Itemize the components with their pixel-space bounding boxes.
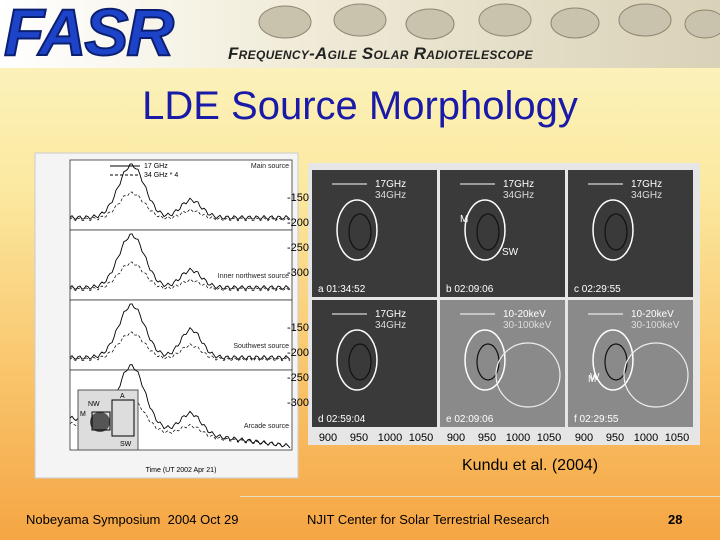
source-contour [348, 343, 372, 381]
source-label: Southwest source [233, 343, 289, 350]
x-tick-label: 900 [447, 432, 465, 444]
light-curve-34 [69, 261, 291, 292]
panel-freq-top: 17GHz [375, 309, 406, 320]
panel-label: c 02:29:55 [574, 284, 621, 295]
slide-title: LDE Source Morphology [142, 84, 578, 128]
image-panel [440, 170, 565, 297]
panel-freq-bottom: 34GHz [631, 190, 662, 201]
inset-label: NW [88, 401, 100, 408]
y-tick-label: -250 [287, 242, 309, 254]
plot-frame [69, 229, 293, 301]
x-tick-label: 1050 [409, 432, 433, 444]
panel-label: d 02:59:04 [318, 414, 366, 425]
image-panel [312, 300, 437, 427]
panel-label: b 02:09:06 [446, 284, 494, 295]
x-ray-contour [495, 342, 561, 408]
footer-center: NJIT Center for Solar Terrestrial Resear… [307, 512, 550, 527]
legend-entry: 17 GHz [144, 163, 168, 170]
inset-label: A [120, 393, 125, 400]
feature-label: W [590, 372, 600, 383]
x-tick-label: 1000 [634, 432, 658, 444]
panel-freq-bottom: 34GHz [503, 190, 534, 201]
panel-freq-bottom: 34GHz [375, 320, 406, 331]
light-curve [69, 163, 291, 221]
inset-label: SW [120, 441, 132, 448]
light-curve-34 [69, 191, 291, 222]
light-curve [69, 303, 291, 361]
y-tick-label: -150 [287, 322, 309, 334]
logo: FASR [3, 0, 175, 70]
x-tick-label: 900 [319, 432, 337, 444]
panel-freq-top: 10-20keV [631, 309, 674, 320]
y-tick-label: -150 [287, 192, 309, 204]
x-tick-label: 1050 [537, 432, 561, 444]
panel-label: f 02:29:55 [574, 414, 619, 425]
source-label: Arcade source [244, 423, 289, 430]
x-tick-label: 1000 [378, 432, 402, 444]
panel-label: a 01:34:52 [318, 284, 366, 295]
y-tick-label: -300 [287, 397, 309, 409]
source-contour [592, 329, 634, 391]
light-curve-34 [69, 331, 291, 362]
x-tick-label: 1000 [506, 432, 530, 444]
source-contour [348, 213, 372, 251]
inset-label: M [80, 411, 86, 418]
x-ray-contour [623, 342, 689, 408]
feature-label: M [588, 374, 596, 385]
image-panel [440, 300, 565, 427]
panel-freq-bottom: 30-100keV [503, 320, 552, 331]
inset-blob [90, 412, 110, 432]
source-contour [592, 199, 634, 261]
caption: Kundu et al. (2004) [462, 457, 599, 474]
panel-freq-top: 17GHz [631, 179, 662, 190]
light-curve [69, 233, 291, 291]
banner [0, 0, 720, 68]
x-axis-label: Time (UT 2002 Apr 21) [146, 467, 217, 474]
image-panel [568, 170, 693, 297]
y-tick-label: -200 [287, 217, 309, 229]
source-contour [464, 329, 506, 391]
banner-subtitle: Frequency-Agile Solar Radiotelescope [228, 44, 533, 63]
source-contour [476, 213, 500, 251]
figures: Main source Inner northwest source Southwe… [34, 152, 700, 479]
panel-freq-top: 17GHz [503, 179, 534, 190]
y-tick-label: -200 [287, 347, 309, 359]
feature-label: M [460, 214, 468, 225]
source-contour [604, 213, 628, 251]
source-label: Inner northwest source [218, 273, 289, 280]
panel-freq-bottom: 30-100keV [631, 320, 680, 331]
panel-label: e 02:09:06 [446, 414, 494, 425]
x-tick-label: 950 [350, 432, 368, 444]
dish-strip [258, 3, 720, 40]
panel-freq-top: 17GHz [375, 179, 406, 190]
source-label: Main source [251, 163, 289, 170]
y-tick-label: -300 [287, 267, 309, 279]
panel-freq-bottom: 34GHz [375, 190, 406, 201]
source-contour [336, 329, 378, 391]
x-tick-label: 950 [606, 432, 624, 444]
image-panel [312, 170, 437, 297]
footer-left: Nobeyama Symposium 2004 Oct 29 [26, 512, 239, 527]
x-tick-label: 900 [575, 432, 593, 444]
plot-frame [69, 299, 293, 371]
inset-box [111, 399, 135, 437]
plot-frame [69, 159, 293, 231]
image-panel [568, 300, 693, 427]
y-tick-label: -250 [287, 372, 309, 384]
x-tick-label: 1050 [665, 432, 689, 444]
feature-label: SW [502, 247, 519, 258]
source-contour [464, 199, 506, 261]
source-contour [336, 199, 378, 261]
legend-entry: 34 GHz * 4 [144, 172, 178, 179]
panel-freq-top: 10-20keV [503, 309, 546, 320]
page-number: 28 [668, 512, 683, 527]
x-tick-label: 950 [478, 432, 496, 444]
footer-rule [240, 496, 720, 497]
inset-box [91, 411, 111, 431]
